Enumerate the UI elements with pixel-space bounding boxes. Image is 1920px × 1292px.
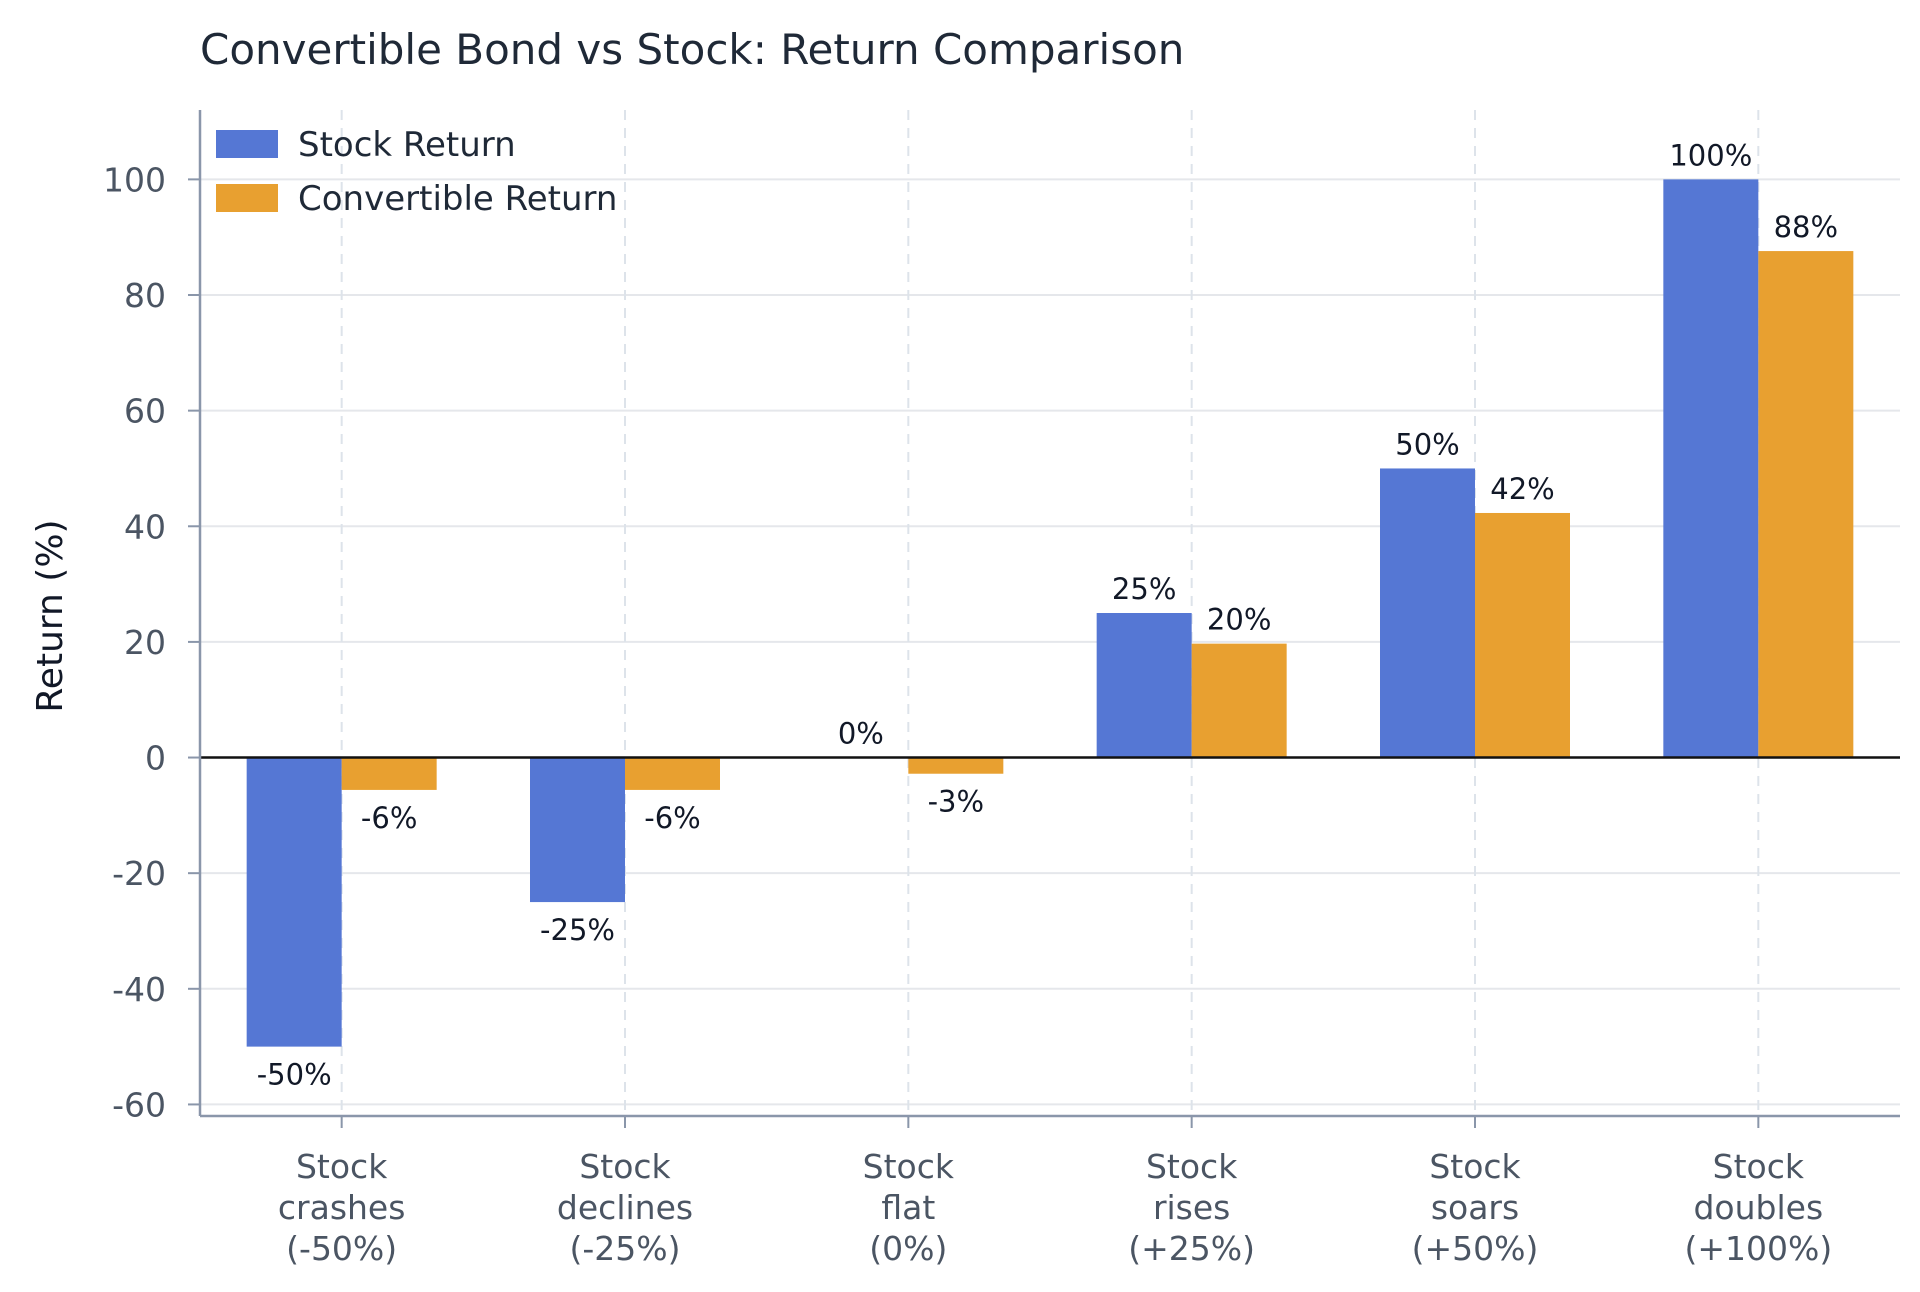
convertible-return-bar <box>1191 643 1287 758</box>
y-tick-label: 0 <box>145 739 166 778</box>
y-tick-label: -40 <box>112 970 166 1009</box>
legend-label-convertible-return: Convertible Return <box>298 179 617 219</box>
stock-return-data-label: -25% <box>540 913 615 947</box>
convertible-return-bar <box>908 757 1004 774</box>
x-tick-label: (-25%) <box>569 1229 680 1268</box>
y-axis-label: Return (%) <box>30 519 71 712</box>
convertible-return-data-label: 20% <box>1207 603 1271 637</box>
x-tick-label: soars <box>1431 1188 1519 1227</box>
x-tick-label: flat <box>881 1188 935 1227</box>
convertible-return-data-label: 42% <box>1490 472 1554 506</box>
x-tick-label: Stock <box>1146 1147 1238 1186</box>
chart-title: Convertible Bond vs Stock: Return Compar… <box>200 25 1184 74</box>
stock-return-bar <box>1096 613 1192 758</box>
stock-return-data-label: 0% <box>838 717 884 751</box>
x-tick-label: (+50%) <box>1412 1229 1539 1268</box>
convertible-return-data-label: -6% <box>361 801 417 835</box>
x-tick-label: (+100%) <box>1684 1229 1832 1268</box>
stock-return-data-label: 100% <box>1669 138 1752 172</box>
x-tick-label: Stock <box>1429 1147 1521 1186</box>
y-tick-label: 60 <box>124 392 166 431</box>
x-tick-label: Stock <box>863 1147 955 1186</box>
legend: Stock Return Convertible Return <box>216 125 617 219</box>
labels-layer: 100 80 60 40 20 0 -20 -40 -60 -50% -25% 0% 25% 50% 100… <box>103 138 1838 1268</box>
convertible-return-bar <box>1475 512 1570 758</box>
x-tick-label: rises <box>1153 1188 1230 1227</box>
legend-swatch-convertible-return <box>216 184 278 212</box>
x-tick-label: Stock <box>579 1147 671 1186</box>
y-tick-label: 20 <box>124 623 166 662</box>
y-tick-label: -20 <box>112 854 166 893</box>
stock-return-data-label: -50% <box>257 1058 332 1092</box>
x-tick-label: crashes <box>278 1188 406 1227</box>
y-tick-label: -60 <box>112 1085 166 1124</box>
convertible-return-bar <box>1758 251 1854 758</box>
stock-return-data-label: 50% <box>1395 427 1459 461</box>
x-tick-label: Stock <box>296 1147 388 1186</box>
x-tick-label: declines <box>557 1188 693 1227</box>
stock-return-bar <box>1380 468 1475 758</box>
y-tick-label: 100 <box>103 160 166 199</box>
stock-return-bar <box>246 757 342 1047</box>
convertible-return-bar <box>341 757 437 790</box>
convertible-return-bar <box>625 757 720 790</box>
y-tick-label: 40 <box>124 507 166 546</box>
bars-layer <box>246 179 1854 1047</box>
x-tick-label: Stock <box>1713 1147 1805 1186</box>
x-tick-label: (-50%) <box>286 1229 397 1268</box>
convertible-return-data-label: -6% <box>644 801 700 835</box>
stock-return-bar <box>530 757 625 903</box>
convertible-return-data-label: 88% <box>1774 210 1838 244</box>
x-tick-label: doubles <box>1693 1188 1823 1227</box>
grid-layer <box>200 110 1900 1116</box>
legend-label-stock-return: Stock Return <box>298 125 516 165</box>
stock-return-data-label: 25% <box>1112 572 1176 606</box>
y-tick-label: 80 <box>124 276 166 315</box>
convertible-return-data-label: -3% <box>928 785 984 819</box>
legend-swatch-stock-return <box>216 130 278 158</box>
stock-return-bar <box>1663 179 1759 758</box>
x-tick-label: (+25%) <box>1128 1229 1255 1268</box>
x-tick-label: (0%) <box>869 1229 947 1268</box>
axes-layer <box>188 110 1900 1128</box>
